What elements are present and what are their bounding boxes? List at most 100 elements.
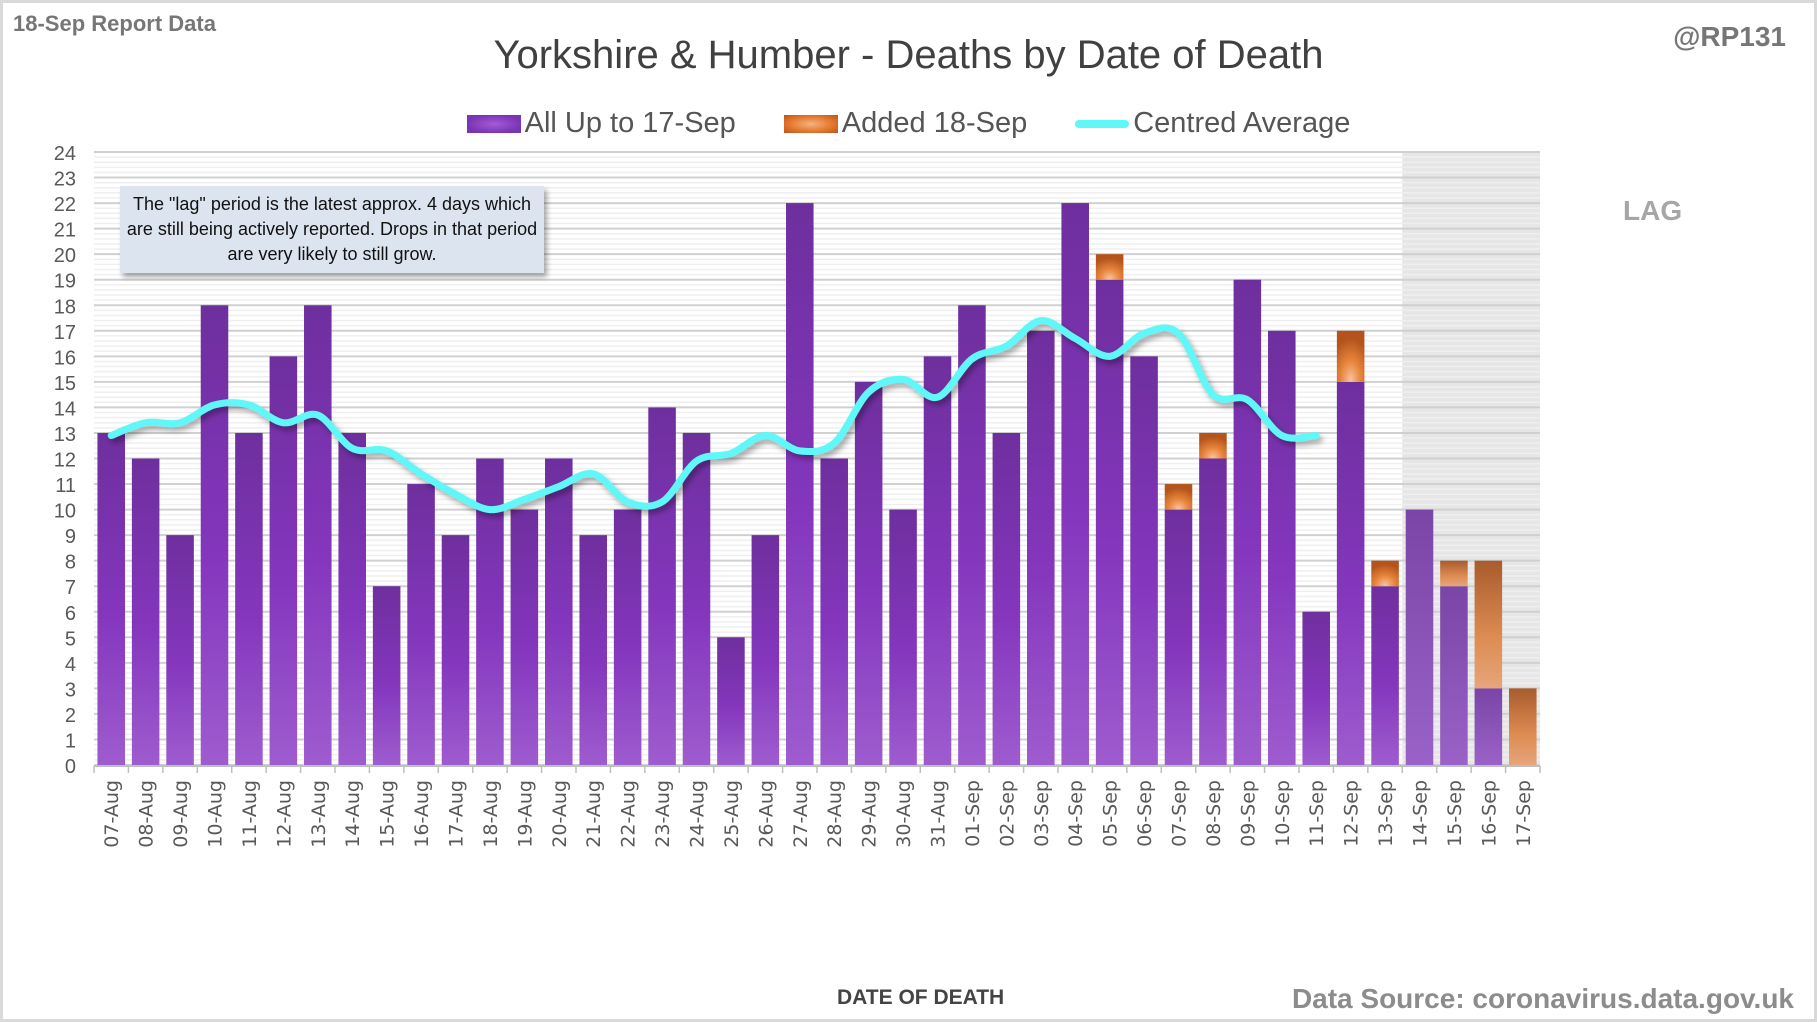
bar-added: [1095, 254, 1124, 280]
y-tick-label: 14: [54, 398, 76, 420]
bar-all-up-to: [1199, 458, 1227, 765]
bar-all-up-to: [786, 203, 814, 766]
x-tick-label: 14-Aug: [342, 780, 364, 848]
bar-all-up-to: [235, 432, 263, 765]
x-tick-label: 31-Aug: [928, 780, 950, 848]
y-tick-label: 8: [65, 552, 76, 574]
x-tick-label: 16-Aug: [411, 780, 433, 848]
y-tick-label: 21: [54, 220, 76, 242]
chart-frame: 0 1 2 3 4 5 6 7 8 9 10 11 12 13 14 15 16 17 18 19 20 21 22 23 24…: [3, 3, 1814, 1019]
bar-all-up-to: [1440, 586, 1468, 765]
bar-added: [1199, 432, 1227, 459]
x-tick-label: 22-Aug: [618, 780, 640, 848]
bar-all-up-to: [1405, 509, 1434, 765]
y-tick-label: 18: [54, 296, 76, 318]
y-tick-label: 16: [54, 347, 76, 369]
y-tick-label: 2: [65, 705, 76, 727]
x-tick-label: 07-Aug: [101, 780, 123, 848]
x-axis-title: DATE OF DEATH: [837, 986, 1005, 1009]
y-tick-label: 1: [65, 730, 76, 752]
bar-all-up-to: [131, 458, 160, 765]
bar-all-up-to: [1302, 611, 1330, 765]
lag-label: LAG: [1623, 195, 1683, 226]
x-tick-label: 28-Aug: [824, 780, 846, 848]
bar-all-up-to: [441, 535, 470, 765]
bar-all-up-to: [682, 432, 711, 765]
x-tick-label: 01-Sep: [962, 780, 984, 847]
y-tick-label: 19: [54, 271, 76, 293]
legend-item-added: Added 18-Sep: [783, 107, 1028, 140]
bar-added: [1164, 484, 1193, 510]
bar-all-up-to: [751, 535, 780, 765]
x-tick-label: 11-Sep: [1306, 780, 1328, 847]
x-tick-label: 23-Aug: [652, 780, 674, 848]
legend-label: Centred Average: [1133, 107, 1351, 139]
data-source: Data Source: coronavirus.data.gov.uk: [1291, 983, 1794, 1014]
bar-all-up-to: [97, 432, 125, 765]
legend-label: Added 18-Sep: [841, 107, 1028, 139]
y-tick-label: 17: [54, 322, 76, 344]
bar-all-up-to: [545, 458, 573, 765]
y-tick-label: 20: [54, 245, 76, 267]
bar-all-up-to: [923, 356, 952, 765]
y-tick-label: 22: [54, 194, 76, 216]
bar-all-up-to: [992, 432, 1021, 765]
bar-all-up-to: [510, 509, 539, 765]
bar-all-up-to: [613, 509, 642, 765]
y-tick-label: 7: [65, 577, 76, 599]
x-tick-label: 08-Sep: [1203, 780, 1225, 847]
x-tick-label: 18-Aug: [480, 780, 502, 848]
bar-added: [1509, 688, 1537, 765]
y-tick-label: 9: [65, 526, 76, 548]
bar-all-up-to: [1371, 586, 1399, 765]
x-tick-label: 15-Aug: [377, 780, 399, 848]
x-tick-label: 20-Aug: [549, 780, 571, 848]
bar-all-up-to: [1061, 203, 1089, 766]
bar-all-up-to: [854, 381, 883, 765]
x-tick-label: 08-Aug: [136, 780, 158, 848]
x-tick-label: 24-Aug: [687, 780, 709, 848]
x-tick-label: 15-Sep: [1444, 780, 1466, 847]
bar-added: [1336, 330, 1365, 382]
legend-swatch-line: [1075, 119, 1130, 128]
legend-item-centred-average: Centred Average: [1075, 107, 1350, 140]
x-tick-label: 05-Sep: [1100, 780, 1122, 847]
x-tick-label: 11-Aug: [239, 780, 261, 848]
x-tick-label: 27-Aug: [790, 780, 812, 848]
bar-all-up-to: [407, 484, 435, 765]
x-tick-label: 06-Sep: [1134, 780, 1156, 847]
legend: All Up to 17-Sep Added 18-Sep Centred Av…: [3, 107, 1814, 140]
x-tick-label: 13-Aug: [308, 780, 330, 848]
y-tick-label: 10: [54, 501, 76, 523]
x-tick-label: 02-Sep: [996, 780, 1018, 847]
x-tick-label: 12-Aug: [273, 780, 295, 848]
bar-all-up-to: [304, 305, 332, 765]
x-tick-label: 09-Sep: [1237, 780, 1259, 847]
bar-all-up-to: [1095, 279, 1124, 765]
y-tick-label: 12: [54, 450, 76, 472]
bar-all-up-to: [958, 305, 986, 765]
x-tick-label: 25-Aug: [721, 780, 743, 848]
bar-all-up-to: [717, 637, 745, 765]
legend-swatch-purple: [466, 114, 521, 133]
report-date-label: 18-Sep Report Data: [13, 11, 216, 36]
x-tick-label: 16-Sep: [1478, 780, 1500, 847]
bar-all-up-to: [1130, 356, 1158, 765]
lag-note-box: The "lag" period is the latest approx. 4…: [120, 186, 544, 273]
y-tick-label: 3: [65, 679, 76, 701]
legend-label: All Up to 17-Sep: [524, 107, 736, 139]
y-tick-label: 15: [54, 373, 76, 395]
chart-plot: 0123456789101112131415161718192021222324…: [54, 143, 1541, 848]
y-tick-label: 6: [65, 603, 76, 625]
y-tick-label: 24: [54, 143, 76, 165]
x-tick-label: 04-Sep: [1065, 780, 1087, 847]
bar-all-up-to: [1474, 688, 1503, 765]
chart-title: Yorkshire & Humber - Deaths by Date of D…: [493, 33, 1324, 77]
author-handle: @RP131: [1673, 21, 1786, 52]
x-tick-label: 07-Sep: [1169, 780, 1191, 847]
x-tick-label: 10-Aug: [205, 780, 227, 848]
x-tick-label: 09-Aug: [170, 780, 192, 848]
x-tick-label: 17-Aug: [446, 780, 468, 848]
x-tick-label: 10-Sep: [1272, 780, 1294, 847]
bar-added: [1440, 560, 1468, 587]
